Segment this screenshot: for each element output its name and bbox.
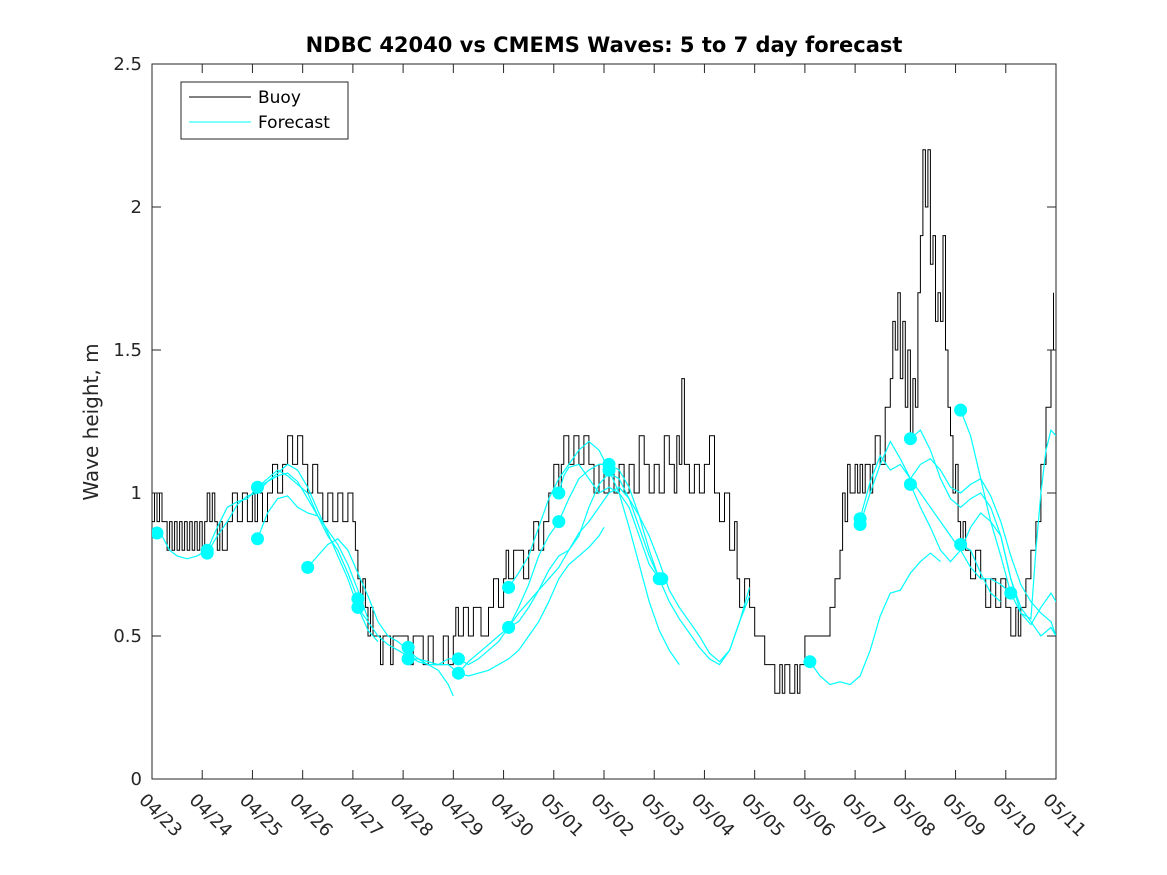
forecast-series-line-20 — [960, 543, 1002, 603]
forecast-start-marker-20 — [655, 572, 669, 586]
forecast-start-marker-1 — [152, 526, 164, 540]
forecast-start-marker-23 — [853, 518, 867, 531]
forecast-start-marker-6 — [301, 560, 315, 574]
forecast-start-marker-28 — [1004, 586, 1018, 600]
forecast-start-marker-3 — [200, 546, 214, 560]
forecast-series-line-19 — [960, 409, 1056, 620]
forecast-series-line-6 — [307, 538, 454, 697]
forecast-start-marker-15 — [552, 486, 566, 500]
legend-box — [180, 81, 349, 140]
forecast-series-line-18 — [909, 484, 1056, 626]
forecast-series-line-4 — [206, 472, 369, 619]
y-tick-label-3: 1.5 — [113, 340, 142, 361]
plot-area — [151, 63, 1057, 780]
y-tick-label-5: 2.5 — [113, 54, 142, 75]
forecast-start-marker-24 — [903, 432, 917, 446]
forecast-series-line-12 — [508, 472, 751, 666]
forecast-start-marker-5 — [251, 480, 264, 494]
forecast-start-marker-11 — [451, 652, 465, 666]
forecast-series-line-5 — [256, 495, 318, 540]
forecast-series-line-16 — [859, 440, 1012, 594]
forecast-start-marker-21 — [803, 655, 817, 669]
forecast-start-marker-12 — [451, 666, 465, 680]
forecast-series-line-11 — [508, 440, 680, 665]
forecast-start-marker-4 — [251, 532, 264, 546]
forecast-start-marker-25 — [903, 477, 917, 491]
y-tick-label-0: 0 — [131, 769, 142, 790]
y-tick-label-4: 2 — [131, 197, 142, 218]
legend-forecast-label: Forecast — [258, 113, 330, 133]
plot-series — [152, 149, 1056, 697]
y-tick-label-1: 0.5 — [113, 626, 142, 647]
forecast-start-marker-10 — [401, 652, 415, 666]
plot-content — [152, 149, 1056, 697]
forecast-start-marker-16 — [552, 515, 566, 529]
forecast-start-marker-18 — [602, 463, 616, 477]
forecast-start-marker-9 — [401, 640, 415, 654]
y-axis-label: Wave height, m — [79, 343, 103, 500]
chart-title: NDBC 42040 vs CMEMS Waves: 5 to 7 day fo… — [306, 33, 903, 57]
forecast-series-line-8 — [408, 526, 605, 677]
forecast-start-marker-14 — [502, 620, 516, 634]
legend-buoy-label: Buoy — [258, 88, 301, 108]
legend: Buoy Forecast — [180, 81, 349, 140]
forecast-series-line-13 — [558, 463, 660, 580]
forecast-start-marker-8 — [351, 600, 365, 614]
forecast-start-marker-26 — [954, 403, 968, 417]
y-tick-label-2: 1 — [131, 483, 142, 504]
forecast-series-line-15 — [859, 454, 1056, 637]
forecast-series-line-14 — [809, 552, 941, 686]
forecast-start-marker-13 — [502, 580, 516, 594]
forecast-start-marker-27 — [954, 538, 968, 551]
